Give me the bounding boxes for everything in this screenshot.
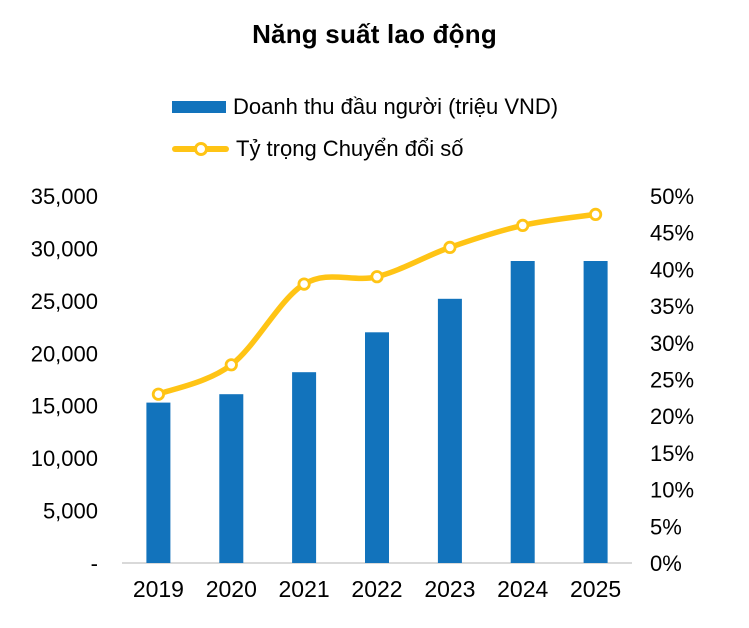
- right-axis-tick-40%: 40%: [650, 257, 694, 282]
- line-marker-2023: [443, 240, 457, 254]
- chart-title: Năng suất lao động: [252, 19, 497, 49]
- bar-2024: [510, 261, 535, 563]
- right-axis-tick-15%: 15%: [650, 441, 694, 466]
- left-axis-tick-30,000: 30,000: [31, 236, 98, 261]
- legend-item-line-series: Tỷ trọng Chuyển đổi số: [172, 136, 558, 161]
- bar-2021: [292, 372, 317, 563]
- x-axis-label-2025: 2025: [570, 576, 621, 602]
- bar-series-label: Doanh thu đầu người (triệu VND): [233, 94, 559, 119]
- legend-item-bar-series: Doanh thu đầu người (triệu VND): [172, 94, 559, 119]
- left-axis-tick-25,000: 25,000: [31, 289, 98, 314]
- line-series-label: Tỷ trọng Chuyển đổi số: [236, 136, 464, 161]
- bar-2019: [146, 402, 171, 563]
- line-marker-2019: [151, 387, 165, 401]
- right-axis-tick-30%: 30%: [650, 331, 694, 356]
- line-marker-2022: [370, 270, 384, 284]
- right-axis-tick-25%: 25%: [650, 368, 694, 393]
- right-axis-tick-20%: 20%: [650, 404, 694, 429]
- left-axis-tick-10,000: 10,000: [31, 446, 98, 471]
- x-axis-label-2022: 2022: [351, 576, 402, 602]
- bar-2020: [219, 394, 244, 563]
- right-axis-tick-10%: 10%: [650, 478, 694, 503]
- right-axis-tick-35%: 35%: [650, 294, 694, 319]
- line-marker-icon: [193, 142, 208, 156]
- line-marker-2025: [588, 207, 603, 221]
- left-axis-tick-35,000: 35,000: [31, 184, 98, 209]
- line-series-swatch-icon: [172, 142, 229, 156]
- right-axis-tick-50%: 50%: [650, 184, 694, 209]
- x-axis-label-2020: 2020: [206, 576, 257, 602]
- right-axis-tick-0%: 0%: [650, 551, 682, 576]
- line-marker-2021: [297, 277, 311, 291]
- left-axis-tick-15,000: 15,000: [31, 394, 98, 419]
- right-axis-tick-45%: 45%: [650, 221, 694, 246]
- line-marker-2020: [224, 358, 238, 372]
- x-axis-label-2019: 2019: [133, 576, 184, 602]
- left-axis-tick--: -: [91, 551, 98, 576]
- x-axis-label-2023: 2023: [424, 576, 475, 602]
- legend: Doanh thu đầu người (triệu VND) Tỷ trọng…: [172, 94, 559, 161]
- bar-2023: [437, 298, 462, 563]
- x-axis-label-2024: 2024: [497, 576, 548, 602]
- bar-2025: [583, 261, 608, 563]
- left-axis-tick-5,000: 5,000: [43, 499, 98, 524]
- left-axis-tick-20,000: 20,000: [31, 341, 98, 366]
- x-axis-label-2021: 2021: [279, 576, 330, 602]
- line-marker-2024: [516, 218, 530, 232]
- right-axis-tick-5%: 5%: [650, 514, 682, 539]
- bar-series-swatch-icon: [172, 101, 226, 113]
- bar-2022: [365, 332, 389, 563]
